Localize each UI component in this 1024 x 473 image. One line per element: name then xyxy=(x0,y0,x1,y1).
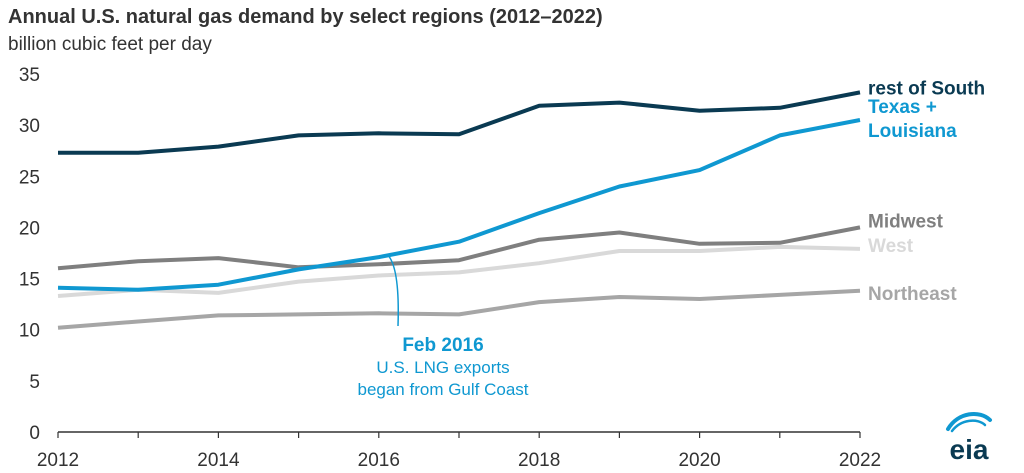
series-line-4 xyxy=(57,244,861,298)
annotation-title: Feb 2016 xyxy=(402,335,483,356)
logo-text: eia xyxy=(950,434,989,465)
x-tick-label: 2018 xyxy=(518,450,560,471)
series-label: West xyxy=(868,236,914,257)
y-tick-label: 5 xyxy=(29,372,40,393)
series-label: Midwest xyxy=(868,211,944,232)
series-line-1 xyxy=(58,90,861,155)
y-tick-label: 30 xyxy=(19,116,40,137)
y-tick-label: 20 xyxy=(19,218,40,239)
x-axis-ticks: 2012 2014 2016 2018 2020 2022 xyxy=(37,432,881,471)
annotation-text: began from Gulf Coast xyxy=(357,380,528,399)
logo-swoosh-outer xyxy=(946,411,992,431)
x-tick-label: 2022 xyxy=(839,450,881,471)
series-lines xyxy=(57,90,861,330)
series-line-3 xyxy=(57,225,861,271)
annotation-text: U.S. LNG exports xyxy=(376,358,509,377)
series-label: Texas + xyxy=(868,97,937,118)
annotation-leader-line xyxy=(386,253,400,327)
x-tick-label: 2012 xyxy=(37,450,79,471)
y-tick-label: 35 xyxy=(19,65,40,86)
series-label: Louisiana xyxy=(868,121,957,142)
y-axis-ticks: 0 5 10 15 20 25 30 35 xyxy=(19,65,40,444)
series-line-5 xyxy=(57,288,861,330)
y-tick-label: 10 xyxy=(19,321,40,342)
chart-title: Annual U.S. natural gas demand by select… xyxy=(8,6,603,28)
logo-swoosh-inner xyxy=(950,419,987,433)
x-tick-label: 2014 xyxy=(197,450,240,471)
series-label: rest of South xyxy=(868,78,985,99)
chart-subtitle: billion cubic feet per day xyxy=(8,34,212,55)
annotation: Feb 2016 U.S. LNG exports began from Gulf … xyxy=(357,253,529,399)
y-tick-label: 0 xyxy=(29,423,40,444)
series-label: Northeast xyxy=(868,284,957,305)
y-tick-label: 25 xyxy=(19,167,40,188)
eia-logo: eia xyxy=(946,411,992,465)
y-tick-label: 15 xyxy=(19,270,40,291)
x-tick-label: 2020 xyxy=(678,450,720,471)
series-line-2 xyxy=(57,118,861,292)
x-tick-label: 2016 xyxy=(358,450,400,471)
